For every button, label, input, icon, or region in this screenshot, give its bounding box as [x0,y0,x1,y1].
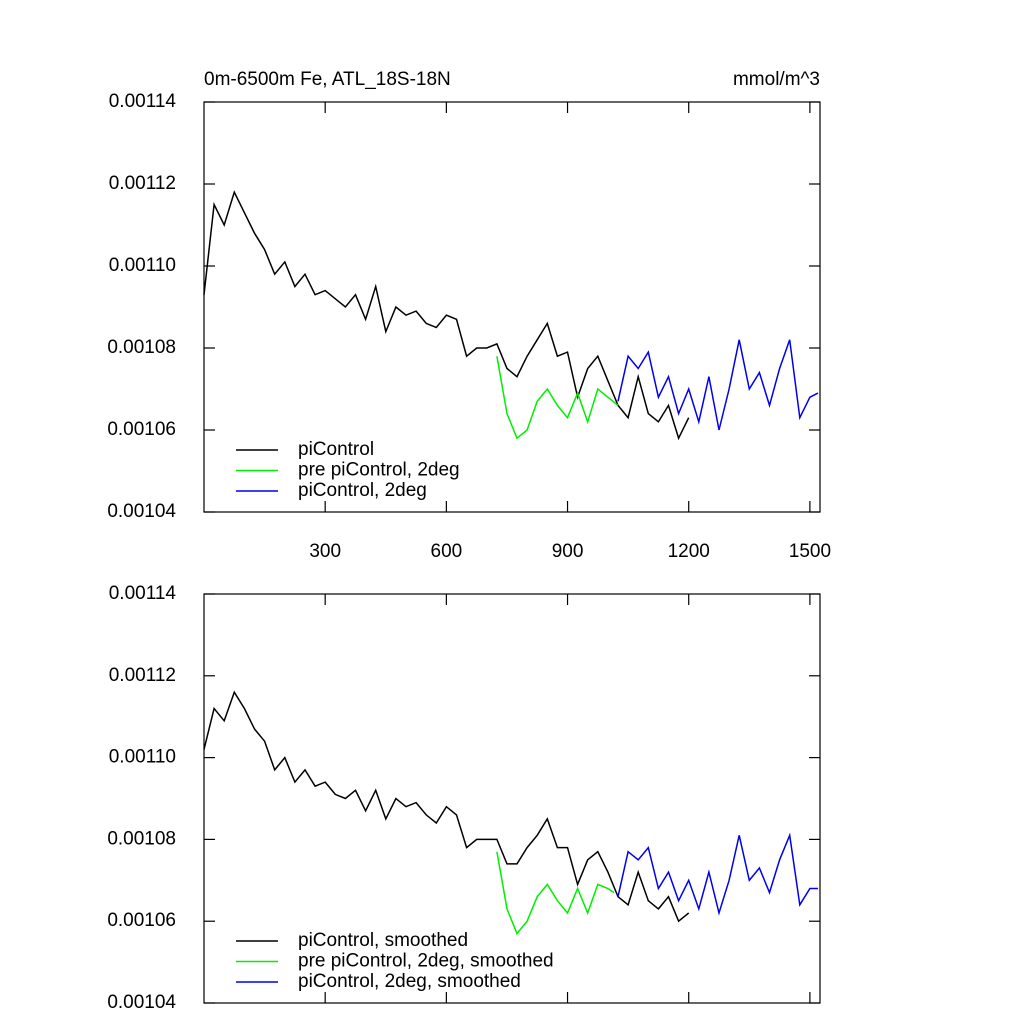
legend-label: pre piControl, 2deg, smoothed [298,951,554,972]
y-tick-label: 0.00112 [109,173,176,194]
plot-frame [203,101,821,513]
x-tick-label: 1200 [668,541,710,562]
series-line [617,339,819,431]
legend-label: piControl, smoothed [298,930,468,951]
y-tick-label: 0.00104 [107,501,176,522]
y-tick-label: 0.00114 [109,91,177,112]
legend-label: piControl [298,439,374,460]
y-tick-label: 0.00114 [109,583,177,604]
chart-title: 0m-6500m Fe, ATL_18S-18N [204,69,451,90]
legend-label: piControl, 2deg [298,480,427,501]
x-tick-label: 300 [309,541,341,562]
series-line [496,851,615,935]
series-line [617,832,818,916]
y-tick-label: 0.00108 [107,337,176,358]
y-tick-label: 0.00112 [109,665,176,686]
y-tick-label: 0.00110 [109,747,176,768]
units-label: mmol/m^3 [733,69,820,90]
x-tick-label: 900 [552,541,584,562]
y-tick-label: 0.00104 [107,992,176,1013]
x-tick-label: 600 [431,541,463,562]
series-line [203,190,690,441]
plot-frame [203,593,821,1004]
series-line [496,356,619,440]
y-tick-label: 0.00106 [107,910,176,931]
x-tick-label: 1500 [789,541,831,562]
y-tick-label: 0.00106 [107,419,176,440]
y-tick-label: 0.00108 [107,828,176,849]
legend-label: pre piControl, 2deg [298,460,460,481]
legend-label: piControl, 2deg, smoothed [298,971,521,992]
y-tick-label: 0.00110 [109,255,176,276]
series-line [203,690,690,923]
